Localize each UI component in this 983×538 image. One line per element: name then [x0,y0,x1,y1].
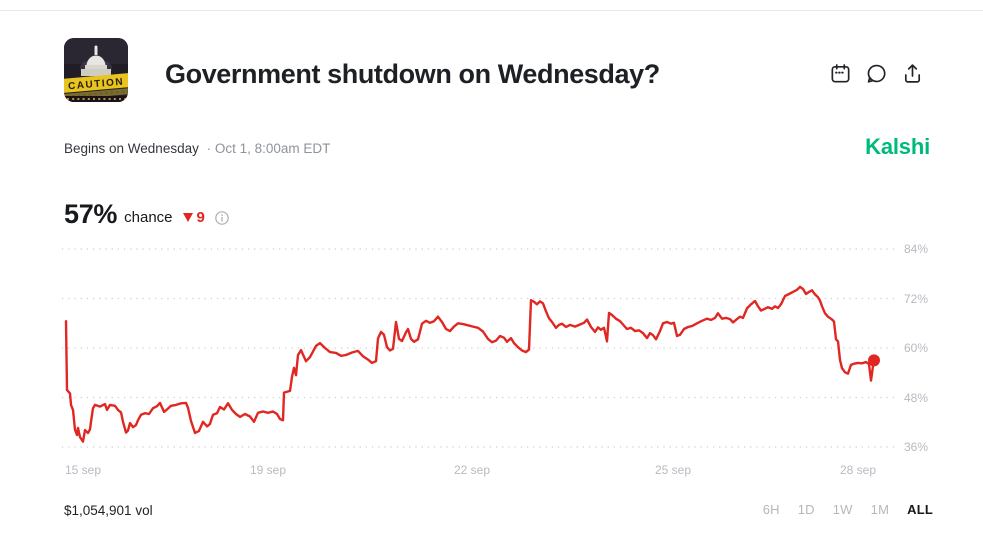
range-1d[interactable]: 1D [797,502,815,517]
last-price-dot [868,354,880,367]
x-axis-label: 25 sep [654,463,692,477]
top-divider [0,10,983,11]
market-thumbnail: CAUTION [64,38,128,102]
calendar-icon [831,64,850,83]
range-1w[interactable]: 1W [832,502,853,517]
x-axis-label: 19 sep [249,463,287,477]
share-icon [904,64,921,83]
header-actions [829,62,924,85]
chance-label: chance [124,209,173,226]
comments-button[interactable] [865,62,888,85]
event-datetime: · Oct 1, 8:00am EDT [206,141,331,156]
x-axis-label: 22 sep [453,463,491,477]
comment-icon [867,64,886,83]
info-button[interactable] [214,210,230,226]
chance-value: 57% [64,199,118,229]
range-selector: 6H 1D 1W 1M ALL [763,502,933,517]
change-indicator: 9 [182,209,205,226]
y-axis-label: 84% [904,242,929,256]
event-strike-label: Begins on Wednesday [64,141,199,156]
chance-line [64,285,876,443]
x-axis-label: 28 sep [839,463,877,477]
range-all[interactable]: ALL [907,502,933,517]
info-icon [215,211,229,225]
change-value: 9 [196,209,205,226]
calendar-button[interactable] [829,62,852,85]
caution-tape-text: CAUTION [68,77,125,93]
y-axis-label: 48% [904,390,929,405]
x-axis-label: 15 sep [64,463,102,477]
range-6h[interactable]: 6H [762,502,780,517]
y-axis-label: 72% [904,291,929,306]
y-axis-label: 60% [904,341,929,355]
event-subtitle: Begins on Wednesday · Oct 1, 8:00am EDT [64,141,330,156]
down-triangle-icon [182,213,193,222]
share-button[interactable] [901,62,924,85]
capitol-caution-image: CAUTION [64,38,128,102]
y-axis-label: 36% [904,440,929,454]
page-title: Government shutdown on Wednesday? [165,59,660,89]
kalshi-logo[interactable]: Kalshi [865,134,930,159]
range-1m[interactable]: 1M [870,502,890,517]
stats-row: 57% chance 9 [64,199,230,230]
volume-label: $1,054,901 vol [64,503,153,518]
